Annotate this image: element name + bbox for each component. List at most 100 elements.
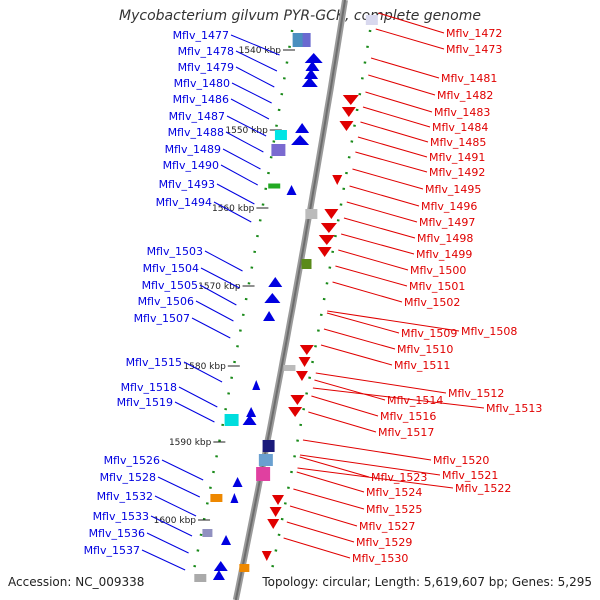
leader-line: [235, 66, 275, 88]
leader-line: [222, 148, 261, 170]
reverse-gene-arrow: [341, 107, 356, 117]
leader-line: [200, 267, 240, 289]
leader-line: [146, 532, 189, 554]
scale-tick-label: 1590 kbp: [169, 438, 212, 448]
feature-block: [305, 209, 318, 219]
gene-label-mflv_1482: Mflv_1482: [437, 89, 493, 102]
gene-label-mflv_1506: Mflv_1506: [138, 295, 194, 308]
gene-label-mflv_1511: Mflv_1511: [394, 359, 450, 372]
leader-line: [220, 164, 258, 186]
gene-label-mflv_1517: Mflv_1517: [378, 426, 434, 439]
gene-label-mflv_1484: Mflv_1484: [432, 121, 488, 134]
leader-line: [161, 459, 204, 481]
leader-line: [154, 495, 197, 517]
forward-gene-arrow: [213, 561, 228, 571]
leader-line: [216, 183, 255, 205]
gene-label-mflv_1537: Mflv_1537: [84, 544, 140, 557]
gene-label-mflv_1529: Mflv_1529: [356, 536, 412, 549]
leader-line: [183, 361, 223, 383]
forward-gene-arrow: [286, 185, 297, 195]
leader-line: [299, 454, 441, 476]
leader-line: [349, 185, 420, 207]
leader-line: [340, 233, 415, 255]
gene-label-mflv_1528: Mflv_1528: [100, 471, 156, 484]
leader-line: [191, 317, 231, 339]
reverse-gene-arrow: [318, 235, 335, 245]
gene-label-mflv_1521: Mflv_1521: [442, 469, 498, 482]
leader-line: [312, 387, 485, 409]
gene-label-mflv_1488: Mflv_1488: [168, 126, 224, 139]
gene-label-mflv_1518: Mflv_1518: [121, 381, 177, 394]
feature-block: [210, 494, 223, 502]
leader-line: [308, 411, 377, 433]
feature-block: [258, 454, 273, 466]
forward-gene-arrow: [221, 535, 232, 545]
gene-label-mflv_1525: Mflv_1525: [366, 503, 422, 516]
gene-label-mflv_1489: Mflv_1489: [165, 143, 221, 156]
gene-label-mflv_1473: Mflv_1473: [446, 43, 502, 56]
feature-block: [262, 440, 275, 452]
gene-label-mflv_1514: Mflv_1514: [387, 394, 443, 407]
gene-label-mflv_1478: Mflv_1478: [178, 45, 234, 58]
gc-track-outer: [268, 29, 372, 581]
leader-line: [178, 386, 218, 408]
gene-label-mflv_1490: Mflv_1490: [163, 159, 219, 172]
gene-label-mflv_1502: Mflv_1502: [404, 296, 460, 309]
genome-backbone-core: [234, 0, 346, 600]
gene-label-mflv_1507: Mflv_1507: [134, 312, 190, 325]
gene-label-mflv_1498: Mflv_1498: [417, 232, 473, 245]
forward-gene-arrow: [230, 493, 239, 503]
gene-label-mflv_1532: Mflv_1532: [97, 490, 153, 503]
reverse-gene-arrow: [324, 209, 339, 219]
gene-label-mflv_1492: Mflv_1492: [429, 166, 485, 179]
reverse-gene-arrow: [267, 519, 280, 529]
scale-tick-label: 1560 kbp: [212, 204, 255, 214]
forward-gene-arrow: [291, 135, 310, 145]
feature-block: [268, 183, 281, 189]
gene-label-mflv_1510: Mflv_1510: [397, 343, 453, 356]
gene-label-mflv_1483: Mflv_1483: [434, 106, 490, 119]
scale-tick-label: 1580 kbp: [183, 362, 226, 372]
gene-label-mflv_1505: Mflv_1505: [142, 279, 198, 292]
feature-block: [283, 365, 296, 371]
gene-label-mflv_1508: Mflv_1508: [461, 325, 517, 338]
gene-label-mflv_1536: Mflv_1536: [89, 527, 145, 540]
feature-block: [271, 144, 286, 156]
forward-gene-arrow: [242, 415, 257, 425]
genome-backbone: [232, 0, 348, 600]
forward-gene-arrow: [264, 293, 281, 303]
gene-label-mflv_1520: Mflv_1520: [433, 454, 489, 467]
gene-label-mflv_1486: Mflv_1486: [173, 93, 229, 106]
map-title: Mycobacterium gilvum PYR-GCK, complete g…: [119, 8, 481, 24]
scale-tick-label: 1570 kbp: [198, 282, 241, 292]
gene-label-mflv_1519: Mflv_1519: [117, 396, 173, 409]
leader-line: [365, 91, 433, 113]
gene-label-mflv_1509: Mflv_1509: [401, 327, 457, 340]
gene-label-mflv_1499: Mflv_1499: [416, 248, 472, 261]
gene-label-mflv_1530: Mflv_1530: [352, 552, 408, 565]
reverse-gene-arrow: [299, 345, 314, 355]
leader-line: [332, 281, 403, 303]
leader-line: [286, 521, 355, 543]
gene-label-mflv_1491: Mflv_1491: [429, 151, 485, 164]
leader-line: [199, 284, 237, 306]
gene-label-mflv_1501: Mflv_1501: [409, 280, 465, 293]
leader-line: [315, 372, 447, 394]
forward-gene-arrow: [301, 77, 318, 87]
gene-label-mflv_1533: Mflv_1533: [93, 510, 149, 523]
feature-block: [194, 574, 207, 582]
leader-line: [230, 98, 270, 120]
reverse-gene-arrow: [320, 223, 337, 233]
scale-tick-label: 1550 kbp: [225, 126, 268, 136]
gene-label-mflv_1504: Mflv_1504: [143, 262, 199, 275]
forward-gene-arrow: [212, 570, 225, 580]
forward-gene-arrow: [304, 69, 319, 79]
leader-line: [360, 121, 429, 143]
gene-label-mflv_1512: Mflv_1512: [448, 387, 504, 400]
leader-line: [352, 168, 424, 190]
leader-line: [157, 476, 201, 498]
leader-line: [297, 467, 454, 489]
scale-tick-label: 1600 kbp: [154, 516, 197, 526]
leader-line: [370, 57, 440, 79]
leader-line: [355, 151, 428, 173]
